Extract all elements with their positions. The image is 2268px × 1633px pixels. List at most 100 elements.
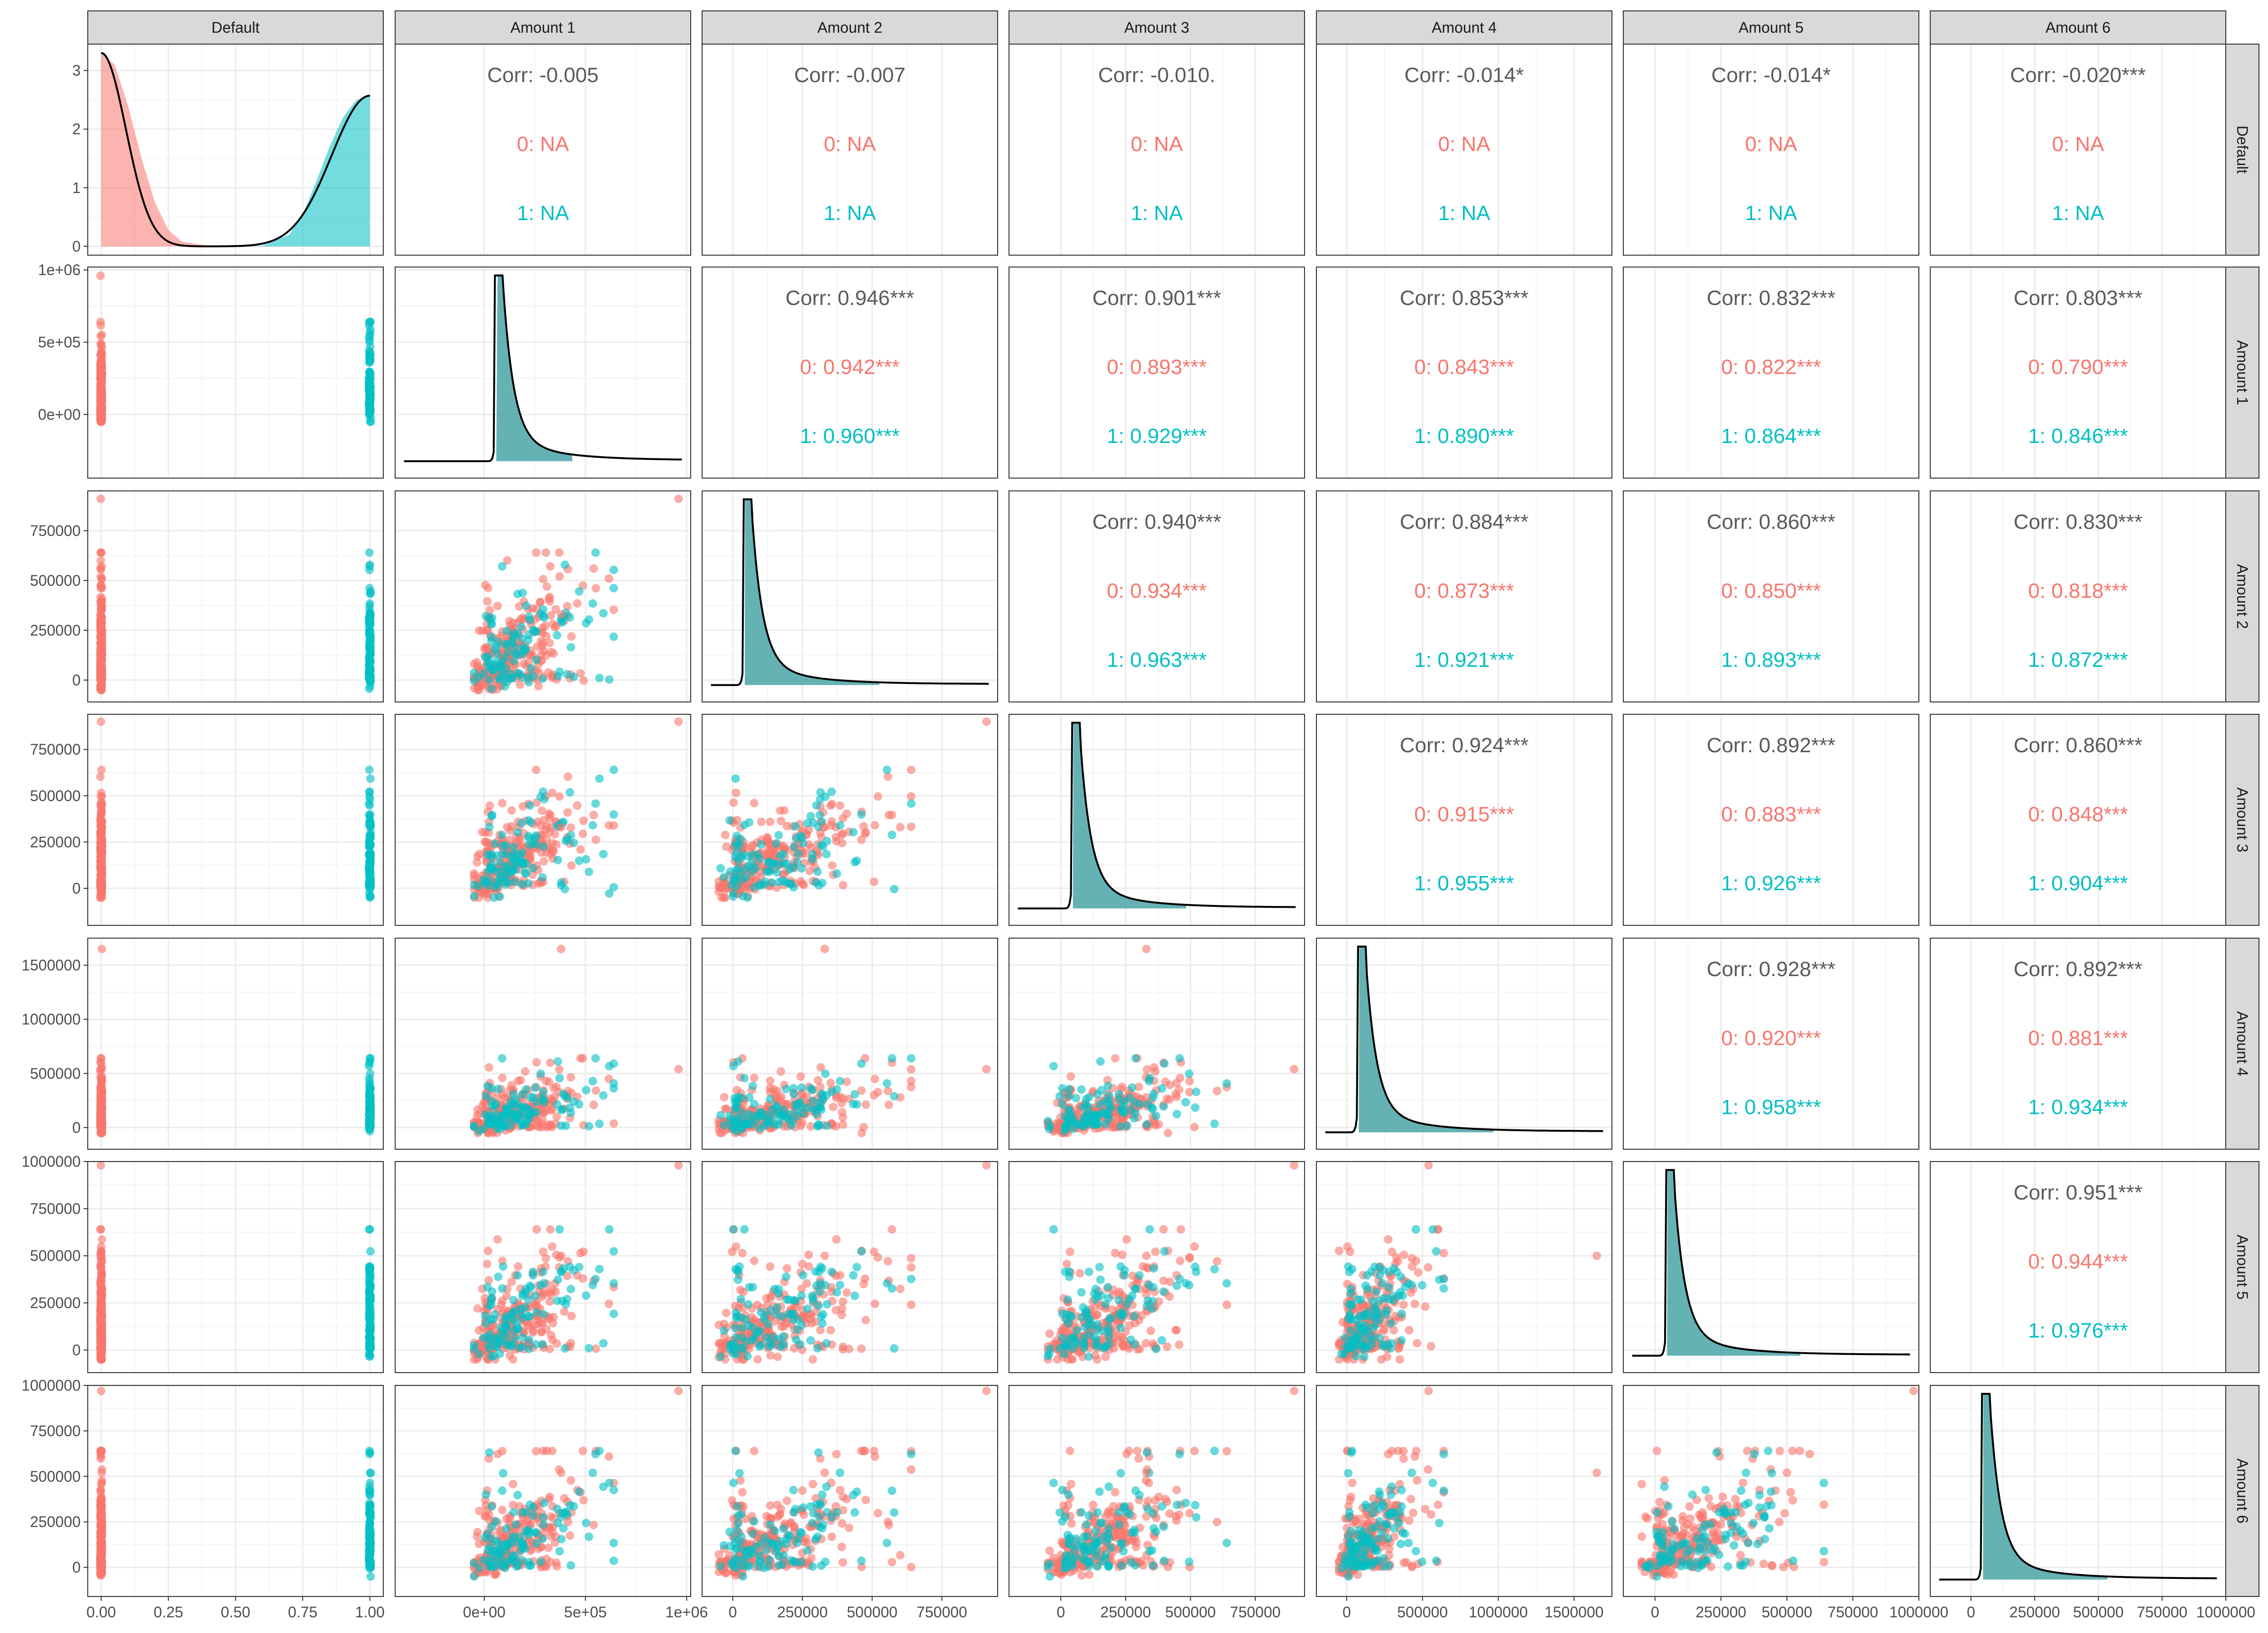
density-area — [1073, 722, 1186, 909]
point-group0 — [748, 842, 757, 851]
point-group1 — [499, 841, 508, 850]
panel-border — [395, 44, 691, 256]
point-group1 — [501, 861, 510, 870]
point-group0 — [97, 889, 106, 898]
point-group1 — [527, 818, 536, 827]
point-group1 — [1191, 1103, 1200, 1112]
point-group1 — [765, 867, 774, 876]
point-group0 — [97, 343, 106, 352]
point-group1 — [485, 675, 494, 684]
point-group1 — [582, 855, 591, 864]
point-group1 — [565, 788, 574, 797]
point-group1 — [744, 1109, 753, 1118]
panel-border — [1930, 490, 2226, 702]
panel — [1009, 938, 1305, 1150]
point-group1 — [591, 799, 600, 808]
panel-border — [87, 938, 384, 1150]
point-group1 — [538, 674, 547, 683]
point-group1 — [774, 1120, 783, 1129]
panel-border — [1316, 938, 1612, 1150]
point-group1 — [498, 1054, 507, 1063]
panel — [702, 714, 998, 926]
point-group1 — [756, 881, 765, 890]
point-group0 — [534, 682, 543, 691]
point-group1 — [778, 1111, 787, 1120]
corr-overall: Corr: -0.007 — [794, 64, 906, 87]
point-group1 — [731, 1097, 740, 1106]
point-group0 — [731, 788, 741, 797]
point-group0 — [827, 817, 836, 826]
point-group1 — [489, 1120, 498, 1128]
point-group1 — [1157, 1084, 1166, 1093]
point-group0 — [796, 1072, 805, 1081]
point-group1 — [797, 1083, 806, 1092]
panel: Corr: -0.014*0: NA1: NA — [1316, 44, 1612, 256]
point-group1 — [518, 848, 527, 857]
point-group1 — [1185, 1069, 1194, 1078]
panel-border — [1930, 44, 2226, 256]
point-group1 — [489, 864, 498, 873]
panel-bg — [1623, 44, 1919, 255]
row-strip: Amount 6 — [2225, 1385, 2259, 1597]
point-group0 — [96, 494, 105, 503]
point-group0 — [805, 867, 814, 876]
column-strip: Amount 4 — [1316, 10, 1612, 45]
panel-border — [1930, 938, 2226, 1150]
point-group1 — [1068, 1125, 1077, 1133]
point-group0 — [563, 808, 572, 817]
density-curve — [1018, 721, 1296, 910]
point-group1 — [474, 881, 483, 890]
point-group1 — [726, 867, 735, 876]
corr-group1: 1: 0.934*** — [2028, 1096, 2128, 1119]
point-group1 — [526, 801, 535, 810]
point-group0 — [532, 766, 541, 775]
corr-group0: 0: 0.920*** — [1721, 1027, 1821, 1050]
point-group1 — [609, 766, 618, 775]
point-group0 — [97, 1279, 106, 1288]
point-group0 — [533, 642, 541, 651]
point-group1 — [517, 622, 526, 631]
panel: Corr: 0.928***0: 0.920***1: 0.958*** — [1623, 938, 1920, 1150]
point-group1 — [791, 822, 800, 831]
point-group0 — [884, 811, 893, 820]
point-group0 — [576, 1054, 585, 1063]
point-group1 — [366, 774, 375, 783]
point-group1 — [1125, 1093, 1134, 1102]
point-group1 — [811, 878, 820, 887]
point-group0 — [589, 564, 598, 573]
point-group0 — [507, 1277, 516, 1286]
point-group0 — [546, 827, 554, 836]
panel — [87, 267, 384, 479]
panel: Corr: 0.830***0: 0.818***1: 0.872*** — [1930, 490, 2227, 702]
point-group0 — [97, 944, 106, 953]
point-group1 — [833, 869, 842, 878]
point-group0 — [514, 1262, 523, 1271]
point-group1 — [739, 892, 748, 901]
point-group0 — [579, 816, 588, 825]
point-group1 — [485, 822, 494, 831]
point-group0 — [716, 884, 725, 893]
point-group1 — [479, 1125, 488, 1133]
point-group1 — [794, 849, 803, 858]
point-group1 — [557, 878, 566, 887]
point-group0 — [1213, 1087, 1222, 1096]
point-group1 — [1084, 1120, 1093, 1128]
point-group1 — [366, 649, 375, 658]
column-strip-bg — [395, 10, 691, 45]
panel: Corr: -0.020***0: NA1: NA — [1930, 44, 2227, 256]
point-group0 — [532, 548, 541, 557]
point-group0 — [481, 1294, 489, 1303]
point-group0 — [537, 1328, 546, 1337]
panel-border — [1316, 44, 1612, 256]
point-group0 — [1142, 944, 1151, 953]
point-group1 — [1126, 1105, 1135, 1114]
point-group1 — [504, 647, 513, 656]
point-group1 — [513, 1099, 522, 1108]
point-group1 — [605, 675, 614, 684]
panel-bg — [702, 44, 998, 255]
point-group0 — [1185, 1077, 1194, 1086]
panel-border — [87, 1161, 384, 1373]
panel — [87, 1161, 384, 1373]
point-group0 — [1149, 1063, 1158, 1072]
point-group1 — [502, 627, 511, 636]
